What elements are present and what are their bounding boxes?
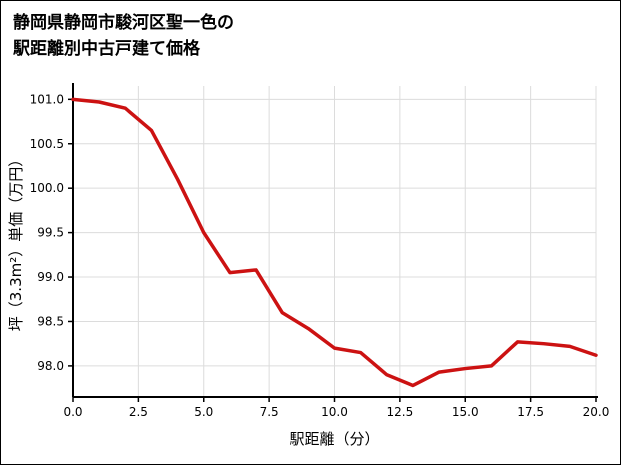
x-tick-label: 7.5 [260,405,279,419]
x-tick-label: 0.0 [63,405,82,419]
y-tick-label: 100.0 [30,181,64,195]
x-tick-label: 17.5 [517,405,544,419]
x-axis-label: 駅距離（分） [289,430,379,448]
y-tick-label: 99.5 [37,226,64,240]
x-tick-label: 12.5 [387,405,414,419]
price-line [71,97,598,388]
chart-title-line2: 駅距離別中古戸建て価格 [13,38,200,59]
chart-title-line1: 静岡県静岡市駿河区聖一色の [13,13,234,33]
y-tick-label: 98.0 [37,359,64,373]
x-tick-label: 5.0 [194,405,213,419]
y-tick-label: 101.0 [30,92,64,106]
x-tick-label: 10.0 [321,405,348,419]
chart-title: 静岡県静岡市駿河区聖一色の 駅距離別中古戸建て価格 [13,11,234,62]
y-tick-label: 100.5 [30,137,64,151]
x-tick-label: 2.5 [129,405,148,419]
y-tick-label: 98.5 [37,314,64,328]
y-tick-label: 99.0 [37,270,64,284]
x-tick-label: 15.0 [452,405,479,419]
y-axis-label: 坪（3.3m²）単価（万円） [7,152,25,331]
x-tick-label: 20.0 [583,405,610,419]
